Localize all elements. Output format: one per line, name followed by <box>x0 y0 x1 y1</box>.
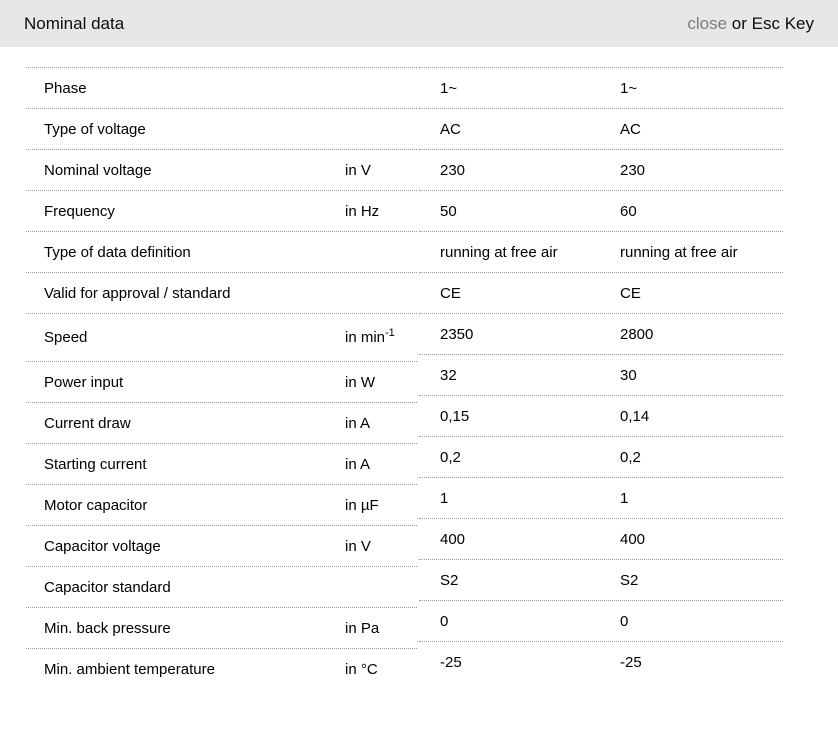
table-row-label: Type of data definition <box>26 231 417 272</box>
table-row-values: 32 30 <box>419 354 783 395</box>
value-variant-1: AC <box>440 120 461 138</box>
row-label: Min. ambient temperature <box>44 660 215 678</box>
table-row-label: Capacitor voltage in V <box>26 525 417 566</box>
table-row-label: Min. back pressure in Pa <box>26 607 417 648</box>
row-unit: in µF <box>345 496 379 514</box>
values-column: 1~ 1~ AC AC 230 230 50 60 running at free ai… <box>419 67 783 689</box>
table-row-label: Power input in W <box>26 361 417 402</box>
table-row-label: Motor capacitor in µF <box>26 484 417 525</box>
table-row-values: 0,2 0,2 <box>419 436 783 477</box>
row-label: Type of voltage <box>44 120 146 138</box>
value-variant-2: 2800 <box>620 325 654 343</box>
close-area: close or Esc Key <box>687 14 814 34</box>
value-variant-2: CE <box>620 284 641 302</box>
value-variant-2: 230 <box>620 161 646 179</box>
value-variant-1: 0 <box>440 612 449 630</box>
row-label: Nominal voltage <box>44 161 152 179</box>
value-variant-2: S2 <box>620 571 639 589</box>
row-unit: in V <box>345 537 371 555</box>
table-row-label: Starting current in A <box>26 443 417 484</box>
row-unit: in W <box>345 373 375 391</box>
row-unit: in Pa <box>345 619 380 637</box>
value-variant-1: 0,2 <box>440 448 461 466</box>
value-variant-1: CE <box>440 284 461 302</box>
row-label: Type of data definition <box>44 243 191 261</box>
value-variant-1: 32 <box>440 366 457 384</box>
row-unit: in V <box>345 161 371 179</box>
table-row-values: -25 -25 <box>419 641 783 682</box>
value-variant-2: -25 <box>620 653 642 671</box>
value-variant-1: 230 <box>440 161 466 179</box>
table-row-values: AC AC <box>419 108 783 149</box>
dialog-header: Nominal data close or Esc Key <box>0 0 838 47</box>
close-hint: or Esc Key <box>727 13 814 33</box>
row-label: Capacitor standard <box>44 578 171 596</box>
value-variant-1: 400 <box>440 530 466 548</box>
label-unit-column: Phase Type of voltage Nominal voltage in … <box>26 67 417 689</box>
row-unit: in min-1 <box>345 327 395 347</box>
table-row-values: S2 S2 <box>419 559 783 600</box>
table-row-label: Current draw in A <box>26 402 417 443</box>
table-row-values: 230 230 <box>419 149 783 190</box>
row-label: Current draw <box>44 414 131 432</box>
table-row-values: 1~ 1~ <box>419 67 783 108</box>
row-label: Power input <box>44 373 124 391</box>
value-variant-1: S2 <box>440 571 459 589</box>
row-label: Min. back pressure <box>44 619 171 637</box>
row-label: Speed <box>44 329 88 346</box>
table-row-values: running at free air running at free air <box>419 231 783 272</box>
value-variant-2: 1~ <box>620 79 638 97</box>
value-variant-2: 30 <box>620 366 637 384</box>
value-variant-2: 0 <box>620 612 629 630</box>
row-label: Valid for approval / standard <box>44 284 231 302</box>
table-row-label: Speed in min-1 <box>26 313 417 361</box>
value-variant-2: 0,14 <box>620 407 650 425</box>
table-row-values: 0,15 0,14 <box>419 395 783 436</box>
value-variant-1: running at free air <box>440 243 558 261</box>
value-variant-1: 50 <box>440 202 457 220</box>
row-unit: in Hz <box>345 202 380 220</box>
dialog-title: Nominal data <box>24 13 125 33</box>
table-row-values: 2350 2800 <box>419 313 783 354</box>
table-row-values: 50 60 <box>419 190 783 231</box>
table-row-label: Min. ambient temperature in °C <box>26 648 417 689</box>
value-variant-1: 0,15 <box>440 407 470 425</box>
row-label: Capacitor voltage <box>44 537 161 555</box>
value-variant-2: AC <box>620 120 641 138</box>
table-row-label: Capacitor standard <box>26 566 417 607</box>
row-unit: in °C <box>345 660 378 678</box>
close-button[interactable]: close <box>687 13 728 33</box>
table-row-label: Frequency in Hz <box>26 190 417 231</box>
row-label: Frequency <box>44 202 115 220</box>
unit-superscript: -1 <box>385 327 395 339</box>
table-row-label: Nominal voltage in V <box>26 149 417 190</box>
nominal-data-table: Phase Type of voltage Nominal voltage in … <box>26 67 783 689</box>
value-variant-1: 2350 <box>440 325 474 343</box>
row-unit: in A <box>345 455 371 473</box>
row-label: Starting current <box>44 455 147 473</box>
table-row-values: CE CE <box>419 272 783 313</box>
value-variant-2: 400 <box>620 530 646 548</box>
row-unit: in A <box>345 414 371 432</box>
value-variant-1: 1~ <box>440 79 458 97</box>
value-variant-2: 1 <box>620 489 629 507</box>
table-row-label: Valid for approval / standard <box>26 272 417 313</box>
value-variant-1: 1 <box>440 489 449 507</box>
value-variant-2: 0,2 <box>620 448 641 466</box>
value-variant-2: 60 <box>620 202 637 220</box>
row-label: Phase <box>44 79 87 97</box>
table-row-label: Type of voltage <box>26 108 417 149</box>
row-label: Motor capacitor <box>44 496 148 514</box>
value-variant-2: running at free air <box>620 243 738 261</box>
table-row-label: Phase <box>26 67 417 108</box>
table-row-values: 400 400 <box>419 518 783 559</box>
value-variant-1: -25 <box>440 653 462 671</box>
